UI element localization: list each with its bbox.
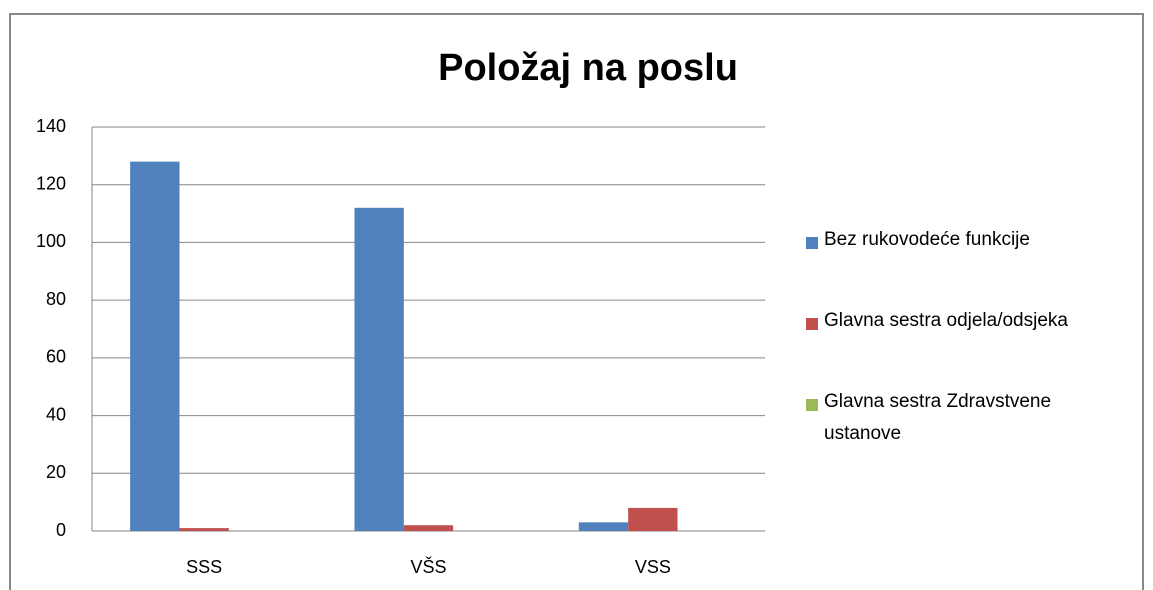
- legend-swatch: [806, 399, 818, 411]
- chart-title: Položaj na poslu: [438, 47, 738, 89]
- legend-item: Glavna sestra Zdravstvene ustanove: [806, 391, 1146, 475]
- legend-item: Glavna sestra odjela/odsjeka: [806, 310, 1146, 394]
- y-tick-label: 100: [36, 231, 66, 251]
- legend-label: Bez rukovodeće funkcije: [824, 229, 1030, 250]
- x-tick-label: SSS: [186, 557, 222, 577]
- frame-border: [9, 13, 1144, 590]
- legend-item: Bez rukovodeće funkcije: [806, 229, 1146, 313]
- y-tick-label: 60: [46, 347, 66, 367]
- y-tick-label: 120: [36, 173, 66, 193]
- legend: Bez rukovodeće funkcije Glavna sestra odj…: [806, 229, 1146, 475]
- legend-label: Glavna sestra Zdravstvene ustanove: [824, 391, 1052, 444]
- legend-swatch: [806, 237, 818, 249]
- bar: [179, 528, 229, 531]
- y-tick-label: 140: [36, 116, 66, 136]
- bar: [403, 525, 454, 531]
- y-tick-label: 0: [56, 520, 66, 540]
- y-tick-label: 80: [46, 289, 66, 309]
- x-tick-label: VŠS: [410, 556, 446, 577]
- legend-label: Glavna sestra odjela/odsjeka: [824, 310, 1068, 331]
- bar: [578, 522, 629, 531]
- y-tick-label: 20: [46, 462, 66, 482]
- bar: [354, 207, 404, 532]
- y-tick-label: 40: [46, 404, 66, 424]
- legend-swatch: [806, 318, 818, 330]
- x-tick-label: VSS: [635, 557, 671, 577]
- bar: [628, 507, 678, 531]
- bar: [130, 161, 180, 531]
